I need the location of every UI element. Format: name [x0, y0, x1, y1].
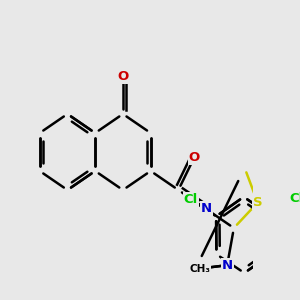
Text: S: S	[253, 196, 262, 209]
Text: O: O	[189, 151, 200, 164]
Text: O: O	[117, 70, 128, 83]
Text: Cl: Cl	[184, 193, 198, 206]
Text: CH₃: CH₃	[190, 263, 211, 274]
Text: Cl: Cl	[289, 192, 300, 205]
Text: N: N	[222, 259, 233, 272]
Text: N: N	[201, 202, 212, 215]
